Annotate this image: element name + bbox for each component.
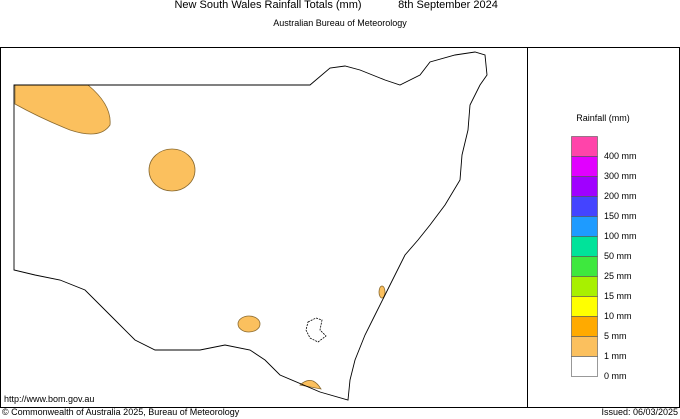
legend-swatch — [571, 136, 598, 157]
legend-swatch — [571, 256, 598, 277]
legend-swatch — [571, 336, 598, 357]
rain-areas — [14, 84, 386, 390]
legend-label: 300 mm — [604, 171, 637, 181]
legend-title: Rainfall (mm) — [576, 113, 630, 123]
legend-label: 5 mm — [604, 331, 627, 341]
map-title: New South Wales Rainfall Totals (mm) — [174, 0, 361, 11]
legend-swatch — [571, 236, 598, 257]
legend-label: 150 mm — [604, 211, 637, 221]
legend-label: 0 mm — [604, 371, 627, 381]
legend-label: 1 mm — [604, 351, 627, 361]
state-outline — [13, 51, 488, 401]
rain-area — [14, 84, 111, 135]
legend-swatch — [571, 356, 598, 377]
footer-issued: Issued: 06/03/2025 — [601, 407, 678, 417]
legend-swatch — [571, 216, 598, 237]
legend-label: 15 mm — [604, 291, 632, 301]
legend-swatch — [571, 276, 598, 297]
map-date: 8th September 2024 — [398, 0, 498, 11]
legend-label: 400 mm — [604, 151, 637, 161]
rain-area — [237, 315, 261, 333]
legend-swatch — [571, 196, 598, 217]
legend-label: 200 mm — [604, 191, 637, 201]
legend-swatch — [571, 176, 598, 197]
legend-label: 10 mm — [604, 311, 632, 321]
legend-swatch — [571, 156, 598, 177]
legend: 400 mm 300 mm 200 mm 150 mm 100 mm 50 mm 25 mm… — [571, 136, 637, 381]
legend-label: 25 mm — [604, 271, 632, 281]
legend-swatch — [571, 316, 598, 337]
act-outline — [305, 317, 327, 343]
rain-area — [378, 285, 386, 299]
map-subtitle: Australian Bureau of Meteorology — [273, 18, 407, 28]
footer-url: http://www.bom.gov.au — [4, 394, 94, 404]
legend-label: 100 mm — [604, 231, 637, 241]
footer-copyright: © Commonwealth of Australia 2025, Bureau… — [2, 407, 240, 417]
rain-area — [299, 380, 322, 390]
rain-area — [148, 148, 196, 192]
legend-label: 50 mm — [604, 251, 632, 261]
legend-swatch — [571, 296, 598, 317]
